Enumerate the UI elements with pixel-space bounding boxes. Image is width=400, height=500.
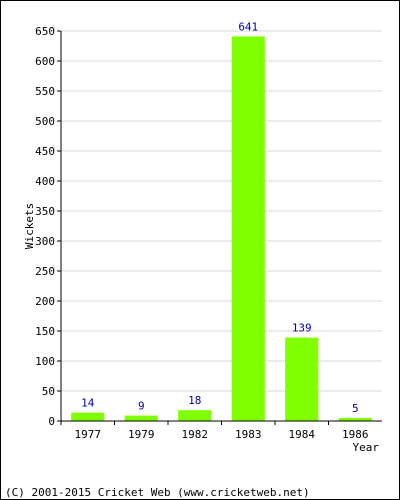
x-tick-label: 1983 xyxy=(235,428,262,441)
bar-1979 xyxy=(124,415,158,421)
data-label: 641 xyxy=(238,20,258,33)
bar-1986 xyxy=(338,418,372,421)
data-label: 18 xyxy=(188,394,201,407)
data-labels: 14 9 18 641 139 5 xyxy=(81,20,358,415)
bar-1983 xyxy=(231,36,265,422)
y-axis-title: Wickets xyxy=(23,203,36,249)
y-tick-label: 650 xyxy=(35,25,55,38)
y-tick-label: 200 xyxy=(35,295,55,308)
y-tick-label: 450 xyxy=(35,145,55,158)
x-tick-label: 1977 xyxy=(75,428,102,441)
y-tick-label: 350 xyxy=(35,205,55,218)
y-tick-label: 500 xyxy=(35,115,55,128)
y-tick-label: 600 xyxy=(35,55,55,68)
y-tick-labels: 0 50 100 150 200 250 300 350 400 450 500 550 600 650 xyxy=(35,25,55,428)
x-tick-label: 1986 xyxy=(342,428,369,441)
y-tick-label: 250 xyxy=(35,265,55,278)
y-tick-label: 100 xyxy=(35,355,55,368)
axes xyxy=(60,31,382,422)
data-label: 14 xyxy=(81,397,95,410)
data-label: 139 xyxy=(292,322,312,335)
x-axis-title: Year xyxy=(353,441,380,454)
y-tick-label: 300 xyxy=(35,235,55,248)
data-label: 5 xyxy=(352,402,359,415)
y-tick-label: 550 xyxy=(35,85,55,98)
bar-1977 xyxy=(71,412,105,421)
copyright-footer: (C) 2001-2015 Cricket Web (www.cricketwe… xyxy=(5,486,310,499)
x-tick-labels: 1977 1979 1982 1983 1984 1986 xyxy=(75,428,369,441)
data-label: 9 xyxy=(138,400,145,413)
bar-1982 xyxy=(178,410,212,421)
bars xyxy=(71,36,372,422)
y-tick-label: 0 xyxy=(48,415,55,428)
y-tick-label: 150 xyxy=(35,325,55,338)
bar-1984 xyxy=(285,337,319,421)
grid-lines xyxy=(57,30,382,425)
x-tick-label: 1979 xyxy=(128,428,155,441)
y-tick-label: 50 xyxy=(42,385,55,398)
y-tick-label: 400 xyxy=(35,175,55,188)
x-tick-label: 1984 xyxy=(289,428,316,441)
x-tick-label: 1982 xyxy=(182,428,209,441)
